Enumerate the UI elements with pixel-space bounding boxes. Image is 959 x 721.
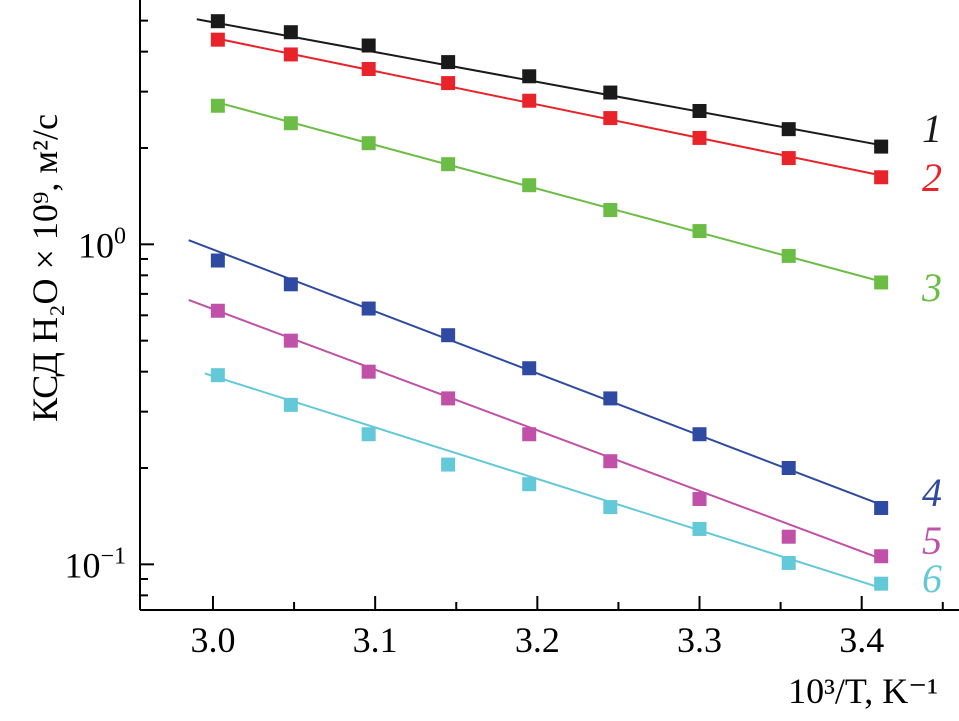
series-label: 4: [922, 470, 942, 515]
fit-line: [212, 36, 879, 176]
data-point: [283, 47, 298, 62]
data-point: [283, 116, 298, 131]
data-point: [441, 76, 456, 91]
x-axis-ticks: 3.0 3.1 3.2 3.3 3.4: [190, 596, 944, 660]
data-point: [522, 361, 537, 376]
data-point: [441, 55, 456, 70]
data-point: [361, 301, 376, 316]
data-point: [874, 549, 889, 564]
data-point: [692, 224, 707, 239]
fit-line: [212, 100, 879, 282]
data-points: [210, 14, 889, 591]
x-tick-label: 3.0: [190, 620, 235, 660]
x-tick-label: 3.3: [677, 620, 722, 660]
data-point: [210, 98, 225, 113]
data-point: [874, 170, 889, 185]
data-point: [361, 136, 376, 151]
data-point: [781, 248, 796, 263]
data-point: [210, 303, 225, 318]
data-point: [441, 157, 456, 172]
data-point: [781, 555, 796, 570]
data-point: [522, 477, 537, 492]
data-point: [603, 391, 618, 406]
data-point: [781, 122, 796, 137]
data-point: [692, 103, 707, 118]
data-point: [692, 492, 707, 507]
fit-line: [204, 372, 879, 588]
data-point: [210, 32, 225, 47]
data-point: [210, 368, 225, 383]
data-point: [781, 461, 796, 476]
data-point: [603, 85, 618, 100]
data-point: [361, 38, 376, 53]
data-point: [283, 25, 298, 40]
data-point: [874, 139, 889, 154]
series-label: 6: [922, 556, 942, 601]
data-point: [283, 333, 298, 348]
data-point: [603, 111, 618, 126]
data-point: [210, 253, 225, 268]
data-point: [603, 203, 618, 218]
data-point: [361, 62, 376, 77]
data-point: [692, 521, 707, 536]
data-point: [603, 500, 618, 515]
series-label: 2: [922, 155, 942, 200]
x-tick-label: 3.1: [353, 620, 398, 660]
data-point: [603, 454, 618, 469]
plot-frame: [139, 0, 959, 611]
y-tick-label: 100: [78, 223, 126, 265]
y-axis-ticks: 100 10−1: [64, 19, 154, 597]
data-point: [441, 457, 456, 472]
data-point: [441, 391, 456, 406]
data-point: [361, 364, 376, 379]
data-point: [210, 14, 225, 29]
data-point: [692, 427, 707, 442]
data-point: [522, 178, 537, 193]
data-point: [361, 427, 376, 442]
data-point: [522, 93, 537, 108]
y-tick-label: 10−1: [64, 543, 126, 585]
data-point: [441, 328, 456, 343]
series-label: 1: [922, 106, 942, 151]
data-point: [874, 576, 889, 591]
data-point: [283, 277, 298, 292]
series-label: 5: [922, 518, 942, 563]
data-point: [522, 427, 537, 442]
y-axis-title: КСД H₂O × 10⁹, м²/с: [25, 114, 65, 422]
fit-line: [196, 18, 879, 146]
series-labels: 12 3 456: [921, 106, 942, 601]
x-tick-label: 3.2: [515, 620, 560, 660]
data-point: [874, 500, 889, 515]
series-label: 3: [921, 265, 942, 310]
data-point: [522, 69, 537, 84]
data-point: [283, 397, 298, 412]
x-tick-label: 3.4: [839, 620, 884, 660]
x-axis-title: 10³/T, K⁻¹: [788, 671, 938, 711]
data-point: [874, 275, 889, 290]
data-point: [692, 130, 707, 145]
data-point: [781, 151, 796, 166]
data-point: [781, 529, 796, 544]
